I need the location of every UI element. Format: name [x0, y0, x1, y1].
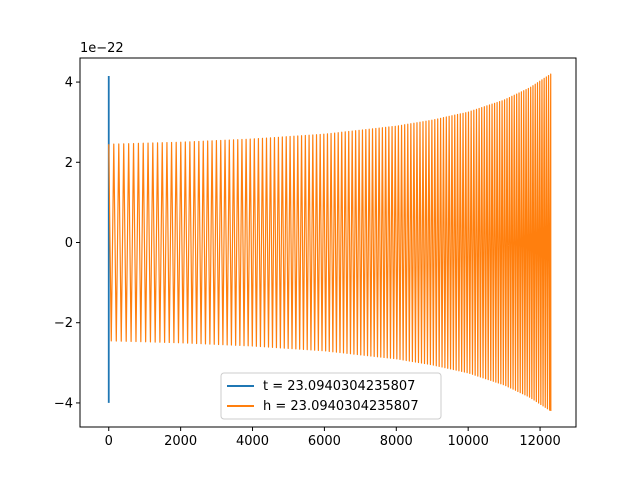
legend-label-h: h = 23.0940304235807 — [263, 399, 419, 414]
x-tick-label: 12000 — [519, 434, 560, 449]
y-tick-label: −2 — [54, 316, 73, 331]
x-tick-label: 8000 — [380, 434, 413, 449]
y-axis: −4 −2 0 2 4 — [54, 76, 80, 411]
x-tick-label: 0 — [105, 434, 113, 449]
y-tick-label: 4 — [65, 76, 73, 91]
x-axis: 0 2000 4000 6000 8000 10000 12000 — [105, 427, 561, 449]
series-line-h — [108, 73, 552, 411]
x-tick-label: 2000 — [164, 434, 197, 449]
x-tick-label: 4000 — [236, 434, 269, 449]
x-tick-label: 6000 — [308, 434, 341, 449]
legend: t = 23.0940304235807 h = 23.094030423580… — [220, 372, 442, 420]
x-tick-label: 10000 — [447, 434, 488, 449]
y-tick-label: 2 — [65, 156, 73, 171]
y-tick-label: 0 — [65, 236, 73, 251]
y-offset-label: 1e−22 — [80, 41, 124, 56]
series-layer — [107, 73, 552, 411]
legend-label-t: t = 23.0940304235807 — [263, 379, 415, 394]
legend-box — [220, 372, 442, 420]
y-tick-label: −4 — [54, 396, 73, 411]
